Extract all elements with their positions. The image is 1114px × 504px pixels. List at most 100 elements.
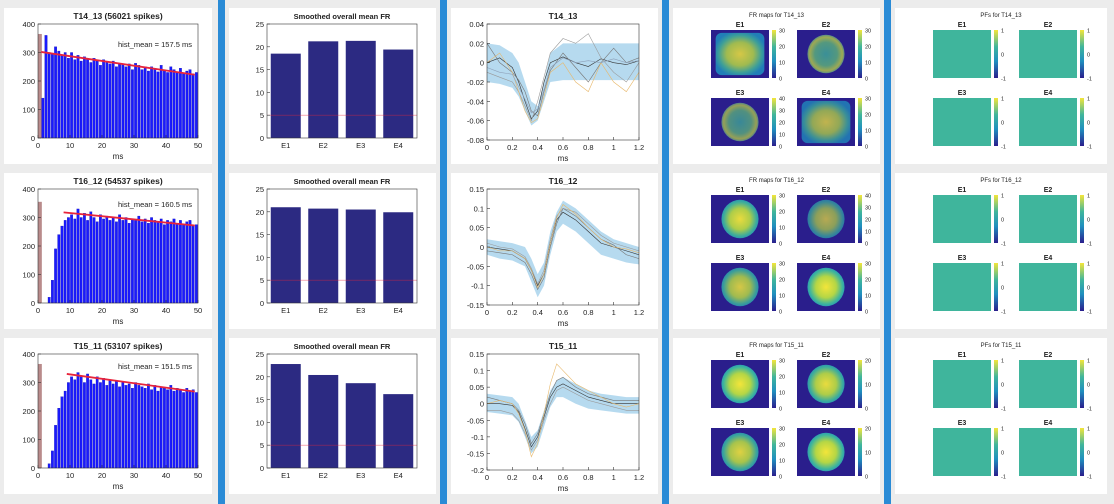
histogram-bar	[76, 208, 80, 304]
colorbar-tick-label: 20	[779, 278, 785, 284]
histogram-bar	[44, 35, 48, 139]
histogram-bar	[153, 220, 157, 304]
colorbar-tick-label: 0	[865, 475, 868, 481]
y-tick-label: 0.05	[469, 383, 484, 392]
y-tick-label: -0.15	[467, 301, 484, 310]
histogram-bar	[163, 388, 166, 469]
histogram-bar	[63, 52, 67, 139]
histogram-bar	[191, 225, 195, 304]
colorbar-tick-label: 1	[1087, 359, 1090, 365]
chart-title: T15_11 (53107 spikes)	[74, 341, 163, 351]
y-tick-label: -0.06	[467, 117, 484, 126]
histogram-bar	[121, 220, 125, 304]
map-label: E3	[958, 420, 967, 427]
fit-line	[41, 51, 195, 76]
histogram-bar	[57, 234, 61, 304]
x-tick-label: 0	[36, 141, 40, 150]
x-tick-label: 0.6	[558, 473, 568, 482]
histogram-bar	[92, 383, 96, 469]
isi-histogram-panel: T16_12 (54537 spikes) hist_mean = 160.5 m…	[4, 173, 212, 329]
colorbar-tick-label: 0	[1087, 286, 1090, 292]
map-label: E2	[822, 352, 831, 359]
place-field-map	[933, 195, 991, 243]
colorbar	[858, 98, 862, 146]
isi-histogram-panel: T14_13 (56021 spikes) hist_mean = 157.5 m…	[4, 8, 212, 164]
histogram-bar	[175, 72, 179, 139]
fit-line	[66, 373, 195, 393]
histogram-bar	[67, 217, 70, 304]
colorbar-tick-label: 20	[779, 45, 785, 51]
y-tick-label: 5	[260, 111, 264, 120]
colorbar	[858, 195, 862, 243]
histogram-bar	[137, 65, 141, 139]
place-field-map	[933, 428, 991, 476]
colorbar-tick-label: 0	[1001, 451, 1004, 457]
histogram-bar	[105, 385, 109, 469]
map-label: E1	[958, 22, 967, 29]
histogram-bar	[86, 59, 89, 139]
y-tick-label: 15	[256, 66, 264, 75]
waveform-line	[486, 363, 640, 458]
map-label: E3	[736, 255, 745, 262]
colorbar-tick-label: 0	[865, 242, 868, 248]
histogram-bar	[179, 68, 182, 139]
colorbar-tick-label: 10	[865, 230, 871, 236]
histogram-bar	[185, 388, 189, 469]
fr-map-field	[721, 199, 759, 239]
chart-svg: T16_12 (54537 spikes) hist_mean = 160.5 m…	[22, 176, 202, 326]
colorbar-tick-label: -1	[1087, 310, 1092, 316]
colorbar-tick-label: 10	[779, 459, 785, 465]
map-label: E1	[736, 352, 745, 359]
colorbar-tick-label: 0	[1087, 383, 1090, 389]
histogram-bar	[191, 73, 195, 139]
colorbar-tick-label: 0	[865, 407, 868, 413]
histogram-bar	[73, 379, 77, 469]
histogram-bar	[60, 55, 64, 139]
histogram-bar	[147, 223, 150, 304]
waveform-panel: T16_12 -0.15 -0.1 -0.05 0 0.05 0.1 0.15 0 0.2 0.4 0…	[451, 173, 658, 329]
mean-fr-panel: Smoothed overall mean FR E1 E2 E3 E4 0 5 10 15 20…	[229, 8, 436, 164]
histogram-bar	[131, 388, 134, 469]
histogram-bar	[175, 223, 179, 304]
category-label: E2	[319, 306, 328, 315]
fr-bar	[345, 383, 376, 468]
fr-bar	[308, 41, 339, 138]
waveform-line	[486, 43, 640, 117]
colorbar	[1080, 428, 1084, 476]
map-label: E1	[736, 22, 745, 29]
histogram-bar	[188, 69, 192, 139]
fr-bar	[270, 364, 301, 468]
column-separator	[662, 0, 669, 504]
histogram-bar	[115, 66, 118, 139]
histogram-bar	[179, 220, 182, 304]
histogram-bar	[83, 56, 86, 139]
colorbar-tick-label: 0	[865, 310, 868, 316]
panel-title: PFs for T15_11	[981, 343, 1022, 349]
y-tick-label: 0	[480, 243, 484, 252]
histogram-bar	[54, 425, 57, 469]
histogram-bar	[76, 55, 80, 139]
waveform-panel: T14_13 -0.08 -0.06 -0.04 -0.02 0 0.02 0.04 0 0.2 0…	[451, 8, 658, 164]
y-tick-label: 0.04	[469, 20, 484, 29]
histogram-bar	[185, 221, 189, 304]
colorbar-tick-label: 0	[1001, 121, 1004, 127]
y-tick-label: 20	[256, 208, 264, 217]
colorbar-tick-label: -1	[1087, 475, 1092, 481]
category-label: E4	[394, 471, 403, 480]
histogram-bar	[118, 63, 121, 139]
map-label: E2	[1044, 22, 1053, 29]
colorbar-tick-label: 20	[865, 278, 871, 284]
x-tick-label: 1	[612, 473, 616, 482]
chart-svg: T15_11 -0.2 -0.15 -0.1 -0.05 0 0.05 0.1 0.15 0 0.2…	[467, 341, 644, 493]
histogram-bar	[95, 60, 99, 139]
colorbar-tick-label: 0	[779, 77, 782, 83]
x-axis-label: ms	[113, 317, 124, 326]
histogram-bar	[124, 66, 128, 139]
histogram-bar	[102, 218, 105, 304]
chart-svg: PFs for T16_12 E1 -1 0 1 E2 -1 0 1 E3 -1 0 1 E4 -1 0 1	[933, 178, 1092, 316]
colorbar-tick-label: 0	[1001, 218, 1004, 224]
y-tick-label: 300	[22, 214, 35, 223]
histogram-bar	[51, 280, 54, 304]
y-tick-label: 0	[260, 134, 264, 143]
x-tick-label: 10	[66, 471, 74, 480]
